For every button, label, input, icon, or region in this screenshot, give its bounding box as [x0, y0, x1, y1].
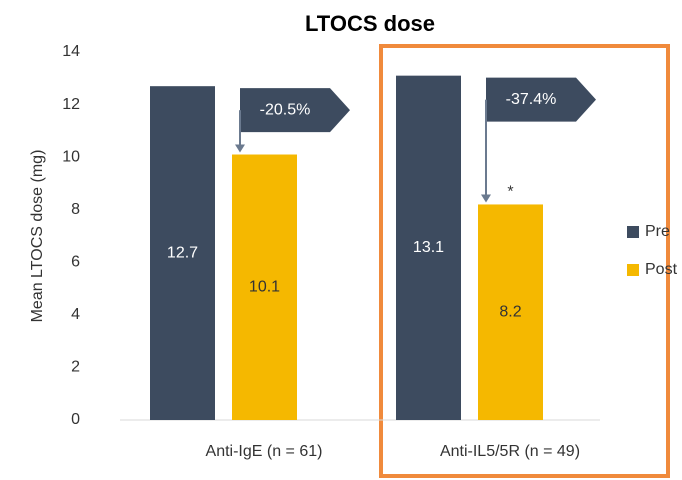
value-label: 10.1 — [249, 278, 280, 295]
value-label: 12.7 — [167, 244, 198, 261]
bar — [232, 154, 297, 420]
value-label: 13.1 — [413, 239, 444, 256]
value-label: 8.2 — [499, 303, 521, 320]
legend-swatch — [627, 264, 639, 276]
x-tick-label: Anti-IgE (n = 61) — [206, 443, 323, 460]
y-tick-label: 10 — [62, 148, 80, 165]
bar — [396, 75, 461, 421]
annotation: * — [507, 184, 513, 201]
y-axis-label: Mean LTOCS dose (mg) — [29, 150, 46, 323]
y-tick-label: 2 — [71, 359, 80, 376]
y-tick-label: 8 — [71, 201, 80, 218]
legend-label: Post — [645, 261, 678, 278]
callout — [486, 77, 596, 122]
legend-swatch — [627, 226, 639, 238]
callout — [240, 88, 350, 133]
highlight-box — [379, 44, 670, 478]
y-tick-label: 0 — [71, 411, 80, 428]
arrow-head — [235, 144, 245, 153]
chart-title: LTOCS dose — [305, 11, 435, 36]
legend-label: Pre — [645, 223, 670, 240]
y-tick-label: 6 — [71, 254, 80, 271]
bar — [150, 86, 215, 421]
y-tick-label: 14 — [62, 43, 80, 60]
y-tick-label: 12 — [62, 96, 80, 113]
annotation: -20.5% — [260, 101, 311, 118]
arrow-head — [481, 194, 491, 203]
bar — [478, 204, 543, 420]
x-tick-label: Anti-IL5/5R (n = 49) — [440, 443, 580, 460]
y-tick-label: 4 — [71, 306, 80, 323]
annotation: -37.4% — [506, 91, 557, 108]
